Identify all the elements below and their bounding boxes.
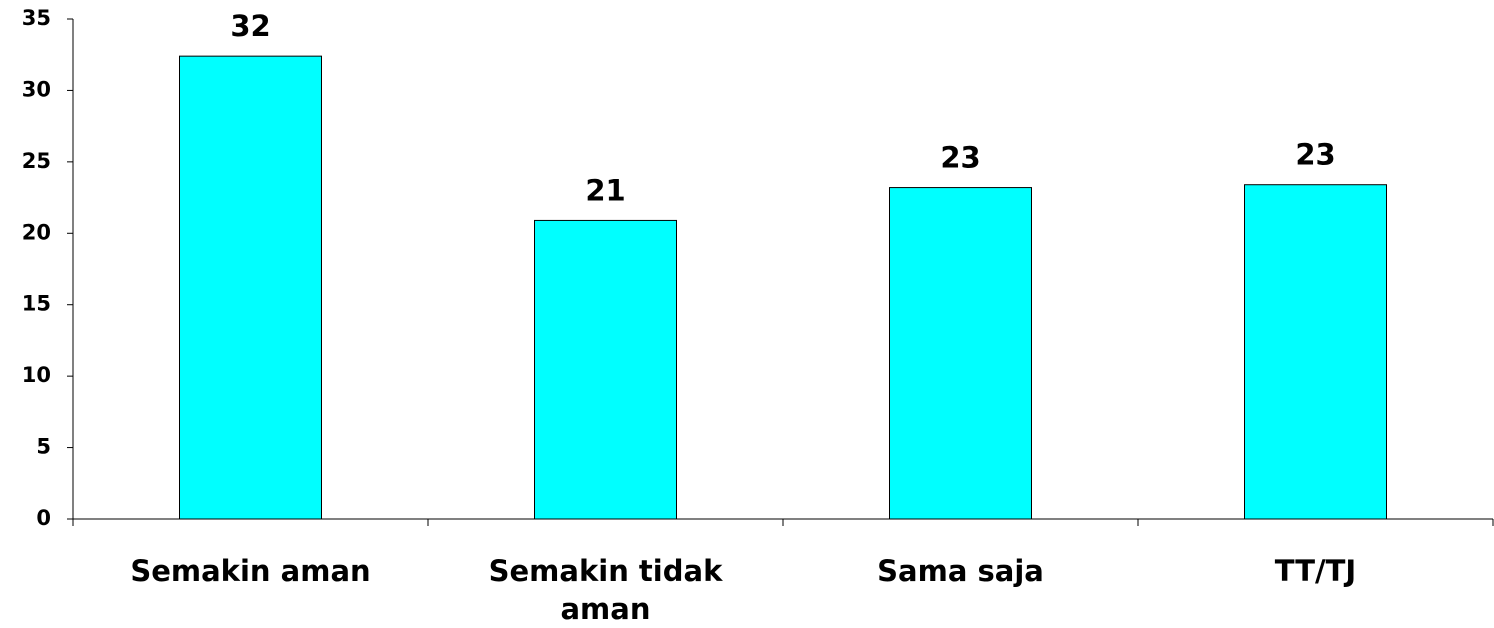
y-tick-label: 35 [22,6,51,30]
y-tick-label: 10 [22,363,51,387]
x-tick-label: Sama saja [877,554,1044,588]
y-tick-label: 30 [22,77,51,101]
value-label: 23 [940,141,980,175]
bar [1244,184,1387,520]
y-tick-label: 20 [22,220,51,244]
y-tick-label: 0 [36,506,51,530]
bar [889,187,1032,520]
x-tick-label: Semakin aman [130,554,371,588]
bar [179,55,322,520]
y-tick-label: 25 [22,149,51,173]
x-tick-label: TT/TJ [1274,554,1357,588]
value-label: 21 [585,173,625,207]
x-tick-label: Semakin tidak aman [488,554,723,626]
value-label: 23 [1295,138,1335,172]
value-label: 32 [230,9,270,43]
y-tick-label: 5 [36,435,51,459]
y-tick-label: 15 [22,292,51,316]
bar [534,219,677,520]
